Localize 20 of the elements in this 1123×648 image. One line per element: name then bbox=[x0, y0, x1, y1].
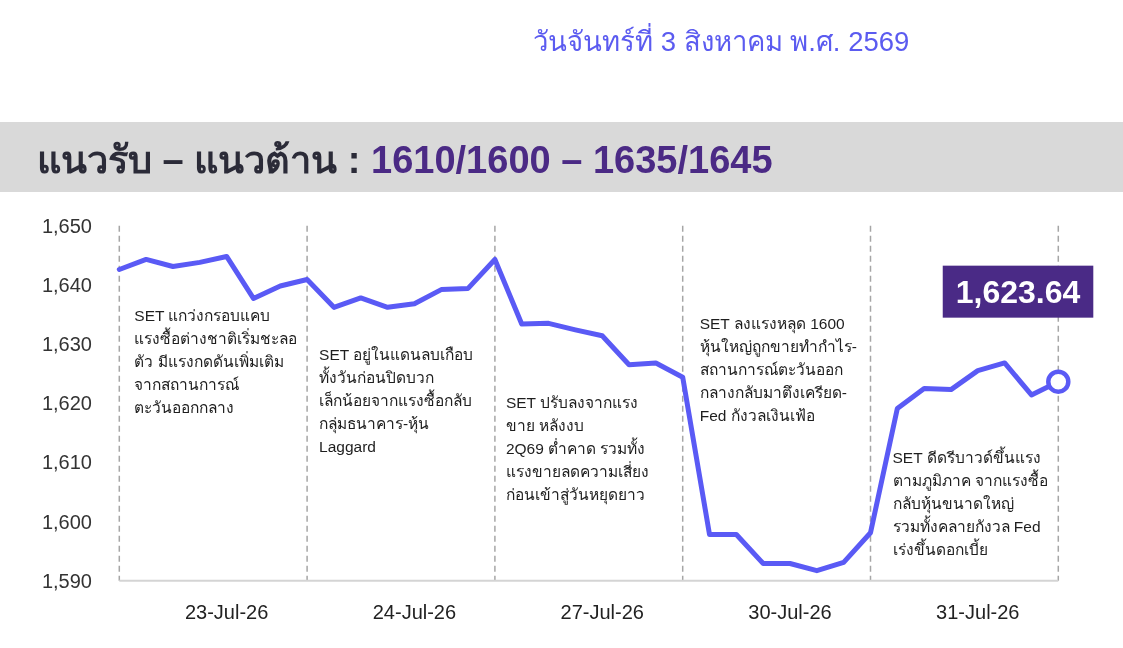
x-tick-label: 31-Jul-26 bbox=[936, 601, 1020, 623]
annotation: SET ดีดรีบาวด์ขึ้นแรง ตามภูมิภาค จากแรงซื้อ กลับหุ้นขนาดใหญ่ รวมทั้งคลายกังวล Fed เร่งขึ้นดอกเบี้ย bbox=[892, 446, 1048, 560]
y-tick-label: 1,650 bbox=[41, 214, 92, 237]
annotation: 1,623.64 bbox=[955, 273, 1081, 310]
x-tick-label: 24-Jul-26 bbox=[372, 601, 457, 623]
chart-subtitle: วันจันทร์ที่ 3 สิงหาคม พ.ศ. 2569 bbox=[533, 23, 910, 57]
annotation: SET แกว่งกรอบแคบ แรงซื้อต่างชาติเริ่มชะลอ ตัว มีแรงกดดันเพิ่มเติม จากสถานการณ์ ตะวันออกกลาง bbox=[134, 306, 298, 418]
annotation: SET ลงแรงหลุด 1600 หุ้นใหญ่ถูกขายทำกำไร- สถานการณ์ตะวันออก กลางกลับมาตึงเครียด- Fed กังวลเงินเฟ้อ bbox=[699, 314, 857, 426]
x-tick-label: 30-Jul-26 bbox=[748, 601, 832, 623]
y-tick-label: 1,630 bbox=[41, 333, 92, 356]
y-tick-label: 1,640 bbox=[41, 273, 92, 296]
annotation: SET ปรับลงจากแรง ขาย หลังงบ 2Q69 ต่ำคาด รวมทั้ง แรงขายลดความเสี่ยง ก่อนเข้าสู่วันหยุดยาว bbox=[505, 393, 649, 506]
y-tick-label: 1,610 bbox=[41, 451, 92, 474]
x-tick-label: 23-Jul-26 bbox=[184, 601, 269, 623]
x-tick-label: 27-Jul-26 bbox=[560, 601, 644, 623]
chart-title: แนวรับ – แนวต้าน : 1610/1600 – 1635/1645 bbox=[37, 139, 773, 181]
y-tick-label: 1,590 bbox=[41, 569, 92, 592]
annotation: SET อยู่ในแดนลบเกือบ ทั้งวันก่อนปิดบวก เล็กน้อยจากแรงซื้อกลับ กลุ่มธนาคาร-หุ้น Laggard bbox=[319, 345, 474, 457]
y-tick-label: 1,600 bbox=[41, 510, 92, 533]
y-tick-label: 1,620 bbox=[41, 392, 92, 415]
